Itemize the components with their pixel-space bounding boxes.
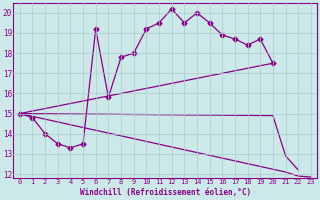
X-axis label: Windchill (Refroidissement éolien,°C): Windchill (Refroidissement éolien,°C)	[80, 188, 251, 197]
